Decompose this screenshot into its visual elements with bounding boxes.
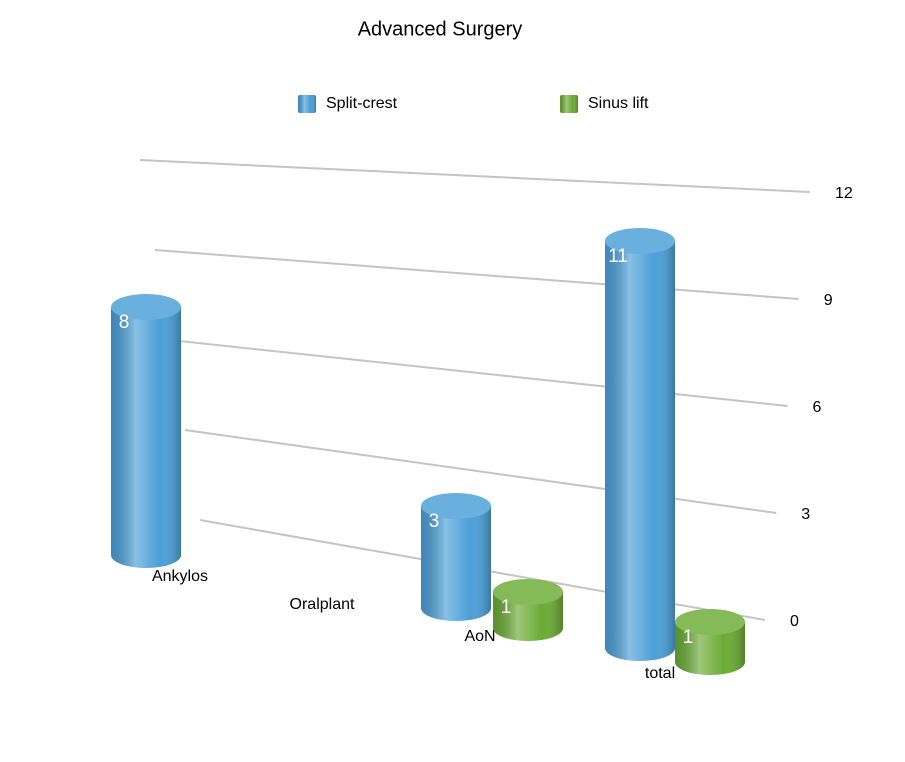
bar-top-hl	[421, 493, 491, 519]
bar-top-hl	[675, 609, 745, 635]
y-tick-label: 12	[835, 185, 853, 202]
bar-top-hl	[605, 228, 675, 254]
grid-line	[154, 249, 799, 300]
x-tick-label: Oralplant	[290, 596, 355, 613]
value-label: 8	[119, 312, 130, 333]
bar-shade	[605, 241, 675, 661]
legend-swatch-shade	[298, 95, 316, 113]
x-tick-label: AoN	[464, 628, 495, 645]
grid-line	[139, 159, 811, 193]
value-label: 11	[608, 246, 628, 267]
bar-shade	[111, 307, 181, 568]
legend-swatch-shade	[560, 95, 578, 113]
bar-top	[421, 493, 491, 519]
y-tick-label: 3	[801, 506, 810, 523]
bar-top	[605, 228, 675, 254]
bar-shade	[421, 506, 491, 621]
value-label: 3	[429, 511, 440, 532]
legend-label: Sinus lift	[588, 95, 649, 112]
grid-line	[169, 339, 788, 407]
bar-top	[675, 609, 745, 635]
bar-shade	[493, 592, 563, 641]
bar-top	[111, 294, 181, 320]
x-tick-label: Ankylos	[152, 568, 208, 585]
y-tick-label: 0	[790, 613, 799, 630]
bar-shade	[675, 622, 745, 675]
legend-label: Split-crest	[326, 95, 398, 112]
bar-top-hl	[111, 294, 181, 320]
grid-line	[184, 429, 777, 514]
bar-top-hl	[493, 579, 563, 605]
bar-top	[493, 579, 563, 605]
value-label: 1	[501, 597, 512, 618]
x-tick-label: total	[645, 665, 675, 682]
chart-title: Advanced Surgery	[358, 18, 523, 40]
y-tick-label: 6	[813, 399, 822, 416]
y-tick-label: 9	[824, 292, 833, 309]
value-label: 1	[683, 627, 694, 648]
